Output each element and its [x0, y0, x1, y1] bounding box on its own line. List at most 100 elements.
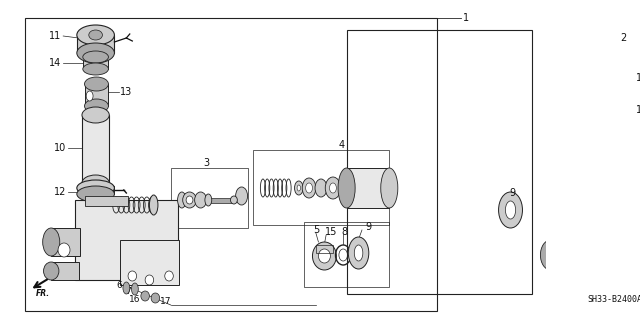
Ellipse shape [89, 30, 102, 40]
Text: 3: 3 [204, 158, 210, 168]
Ellipse shape [540, 240, 561, 270]
Ellipse shape [131, 283, 138, 295]
Bar [83, 57, 108, 69]
Ellipse shape [84, 99, 108, 113]
Bar [120, 240, 179, 285]
Ellipse shape [585, 66, 602, 78]
Ellipse shape [306, 183, 312, 193]
Text: 16: 16 [129, 295, 141, 305]
Ellipse shape [294, 181, 303, 195]
Ellipse shape [145, 275, 154, 285]
Bar [51, 228, 80, 256]
Text: 5: 5 [313, 225, 319, 235]
Ellipse shape [572, 270, 580, 280]
Text: 4: 4 [339, 140, 344, 150]
Ellipse shape [43, 228, 60, 256]
Bar [24, 18, 437, 311]
Ellipse shape [575, 107, 612, 127]
Ellipse shape [564, 262, 575, 274]
Ellipse shape [77, 43, 115, 63]
Ellipse shape [82, 107, 109, 123]
Bar [77, 186, 113, 194]
Ellipse shape [355, 245, 363, 261]
Ellipse shape [572, 60, 614, 84]
Ellipse shape [230, 196, 237, 204]
Ellipse shape [77, 186, 115, 202]
Bar [316, 245, 333, 253]
Ellipse shape [164, 271, 173, 281]
Text: 12: 12 [54, 187, 67, 197]
Ellipse shape [77, 25, 115, 45]
Text: 10: 10 [54, 143, 67, 153]
Text: SH33-B2400A: SH33-B2400A [587, 295, 640, 305]
Text: FR.: FR. [36, 289, 50, 298]
Text: 9: 9 [509, 188, 515, 198]
Ellipse shape [186, 196, 193, 204]
Bar [51, 262, 79, 280]
Bar [208, 198, 234, 203]
Ellipse shape [77, 180, 115, 196]
Ellipse shape [319, 249, 330, 263]
Ellipse shape [86, 91, 93, 101]
Ellipse shape [575, 190, 612, 210]
Ellipse shape [348, 237, 369, 269]
Bar [85, 196, 128, 206]
Text: 2: 2 [620, 33, 627, 43]
Ellipse shape [236, 187, 248, 205]
Ellipse shape [182, 192, 196, 208]
Bar [347, 30, 532, 294]
Ellipse shape [82, 175, 109, 191]
Text: 1: 1 [463, 13, 469, 23]
Ellipse shape [634, 244, 640, 272]
Ellipse shape [330, 183, 337, 193]
Ellipse shape [575, 110, 612, 130]
Text: 13: 13 [120, 87, 132, 97]
Text: 6: 6 [116, 281, 122, 291]
Ellipse shape [84, 77, 108, 91]
Ellipse shape [44, 262, 59, 280]
Ellipse shape [177, 192, 186, 208]
Text: 14: 14 [49, 58, 61, 68]
Ellipse shape [572, 80, 614, 104]
Ellipse shape [381, 168, 398, 208]
Ellipse shape [58, 243, 70, 257]
Ellipse shape [302, 178, 316, 198]
Ellipse shape [315, 179, 327, 197]
Bar [575, 120, 612, 200]
Ellipse shape [312, 242, 337, 270]
Bar [575, 97, 612, 117]
Bar [75, 200, 177, 280]
Text: 9: 9 [365, 222, 371, 232]
Ellipse shape [499, 192, 522, 228]
Ellipse shape [338, 168, 355, 208]
Ellipse shape [195, 192, 207, 208]
Text: 8: 8 [342, 227, 348, 237]
Bar [304, 222, 389, 287]
Ellipse shape [83, 63, 108, 75]
Bar [347, 168, 389, 208]
Ellipse shape [123, 282, 130, 294]
Bar [84, 84, 108, 106]
Bar [77, 35, 115, 53]
Text: 11: 11 [49, 31, 61, 41]
Bar [550, 240, 593, 280]
Bar [572, 72, 614, 92]
Bar [602, 240, 640, 278]
Text: 17: 17 [159, 298, 171, 307]
Ellipse shape [205, 194, 212, 206]
Ellipse shape [83, 51, 108, 63]
Ellipse shape [128, 271, 136, 281]
Text: 14: 14 [636, 105, 640, 115]
Text: 7: 7 [125, 287, 131, 296]
Ellipse shape [593, 273, 602, 283]
Bar [171, 168, 248, 228]
Ellipse shape [602, 262, 611, 272]
Ellipse shape [506, 201, 516, 219]
Ellipse shape [151, 293, 159, 303]
Bar [550, 200, 640, 280]
Ellipse shape [297, 185, 301, 191]
Bar [253, 150, 389, 225]
Text: 15: 15 [325, 227, 338, 237]
Ellipse shape [575, 87, 612, 107]
Ellipse shape [149, 195, 158, 215]
